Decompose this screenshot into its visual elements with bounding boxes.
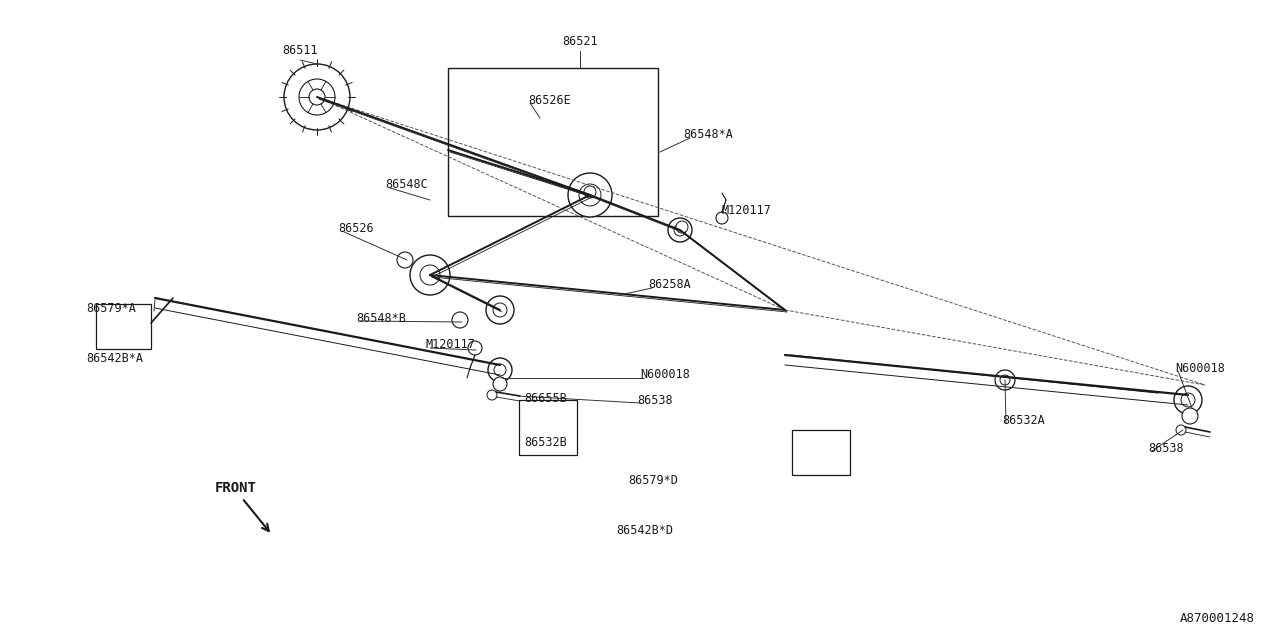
Circle shape <box>675 224 686 236</box>
Text: 86542B*A: 86542B*A <box>86 351 143 365</box>
Text: FRONT: FRONT <box>215 481 257 495</box>
Circle shape <box>486 296 515 324</box>
Circle shape <box>568 173 612 217</box>
Text: 86511: 86511 <box>282 44 317 57</box>
Circle shape <box>1181 393 1196 407</box>
Circle shape <box>1000 375 1010 385</box>
Circle shape <box>468 341 483 355</box>
Circle shape <box>308 89 325 105</box>
Text: 86526: 86526 <box>338 221 374 234</box>
Text: M120117: M120117 <box>722 204 772 216</box>
Circle shape <box>494 364 506 376</box>
Circle shape <box>493 303 507 317</box>
Circle shape <box>488 358 512 382</box>
Bar <box>448 68 658 216</box>
Circle shape <box>493 377 507 391</box>
Text: 86258A: 86258A <box>648 278 691 291</box>
Text: 86548C: 86548C <box>385 179 428 191</box>
Bar <box>518 400 577 455</box>
Circle shape <box>1176 425 1187 435</box>
Circle shape <box>668 218 692 242</box>
Circle shape <box>300 79 335 115</box>
Bar <box>792 430 850 475</box>
Circle shape <box>716 212 728 224</box>
Text: N600018: N600018 <box>1175 362 1225 374</box>
Text: 86542B*D: 86542B*D <box>616 524 673 536</box>
Text: 86532A: 86532A <box>1002 413 1044 426</box>
Text: A870001248: A870001248 <box>1180 612 1254 625</box>
Text: 86538: 86538 <box>1148 442 1184 454</box>
Circle shape <box>995 370 1015 390</box>
Circle shape <box>486 390 497 400</box>
Circle shape <box>452 312 468 328</box>
Text: 86521: 86521 <box>562 35 598 48</box>
Text: 86538: 86538 <box>637 394 672 406</box>
Circle shape <box>1181 408 1198 424</box>
Circle shape <box>410 255 451 295</box>
Text: 86548*B: 86548*B <box>356 312 406 324</box>
Text: 86532B: 86532B <box>524 436 567 449</box>
Text: M120117: M120117 <box>425 339 475 351</box>
Circle shape <box>676 221 689 233</box>
Text: N600018: N600018 <box>640 369 690 381</box>
Text: 86526E: 86526E <box>529 93 571 106</box>
Circle shape <box>397 252 413 268</box>
Circle shape <box>284 64 349 130</box>
Text: 86655B: 86655B <box>524 392 567 404</box>
Circle shape <box>1174 386 1202 414</box>
Circle shape <box>420 265 440 285</box>
Text: 86579*A: 86579*A <box>86 301 136 314</box>
Circle shape <box>579 184 602 206</box>
Text: 86548*A: 86548*A <box>684 129 733 141</box>
Circle shape <box>584 186 596 198</box>
Text: 86579*D: 86579*D <box>628 474 678 486</box>
Bar <box>96 304 151 349</box>
